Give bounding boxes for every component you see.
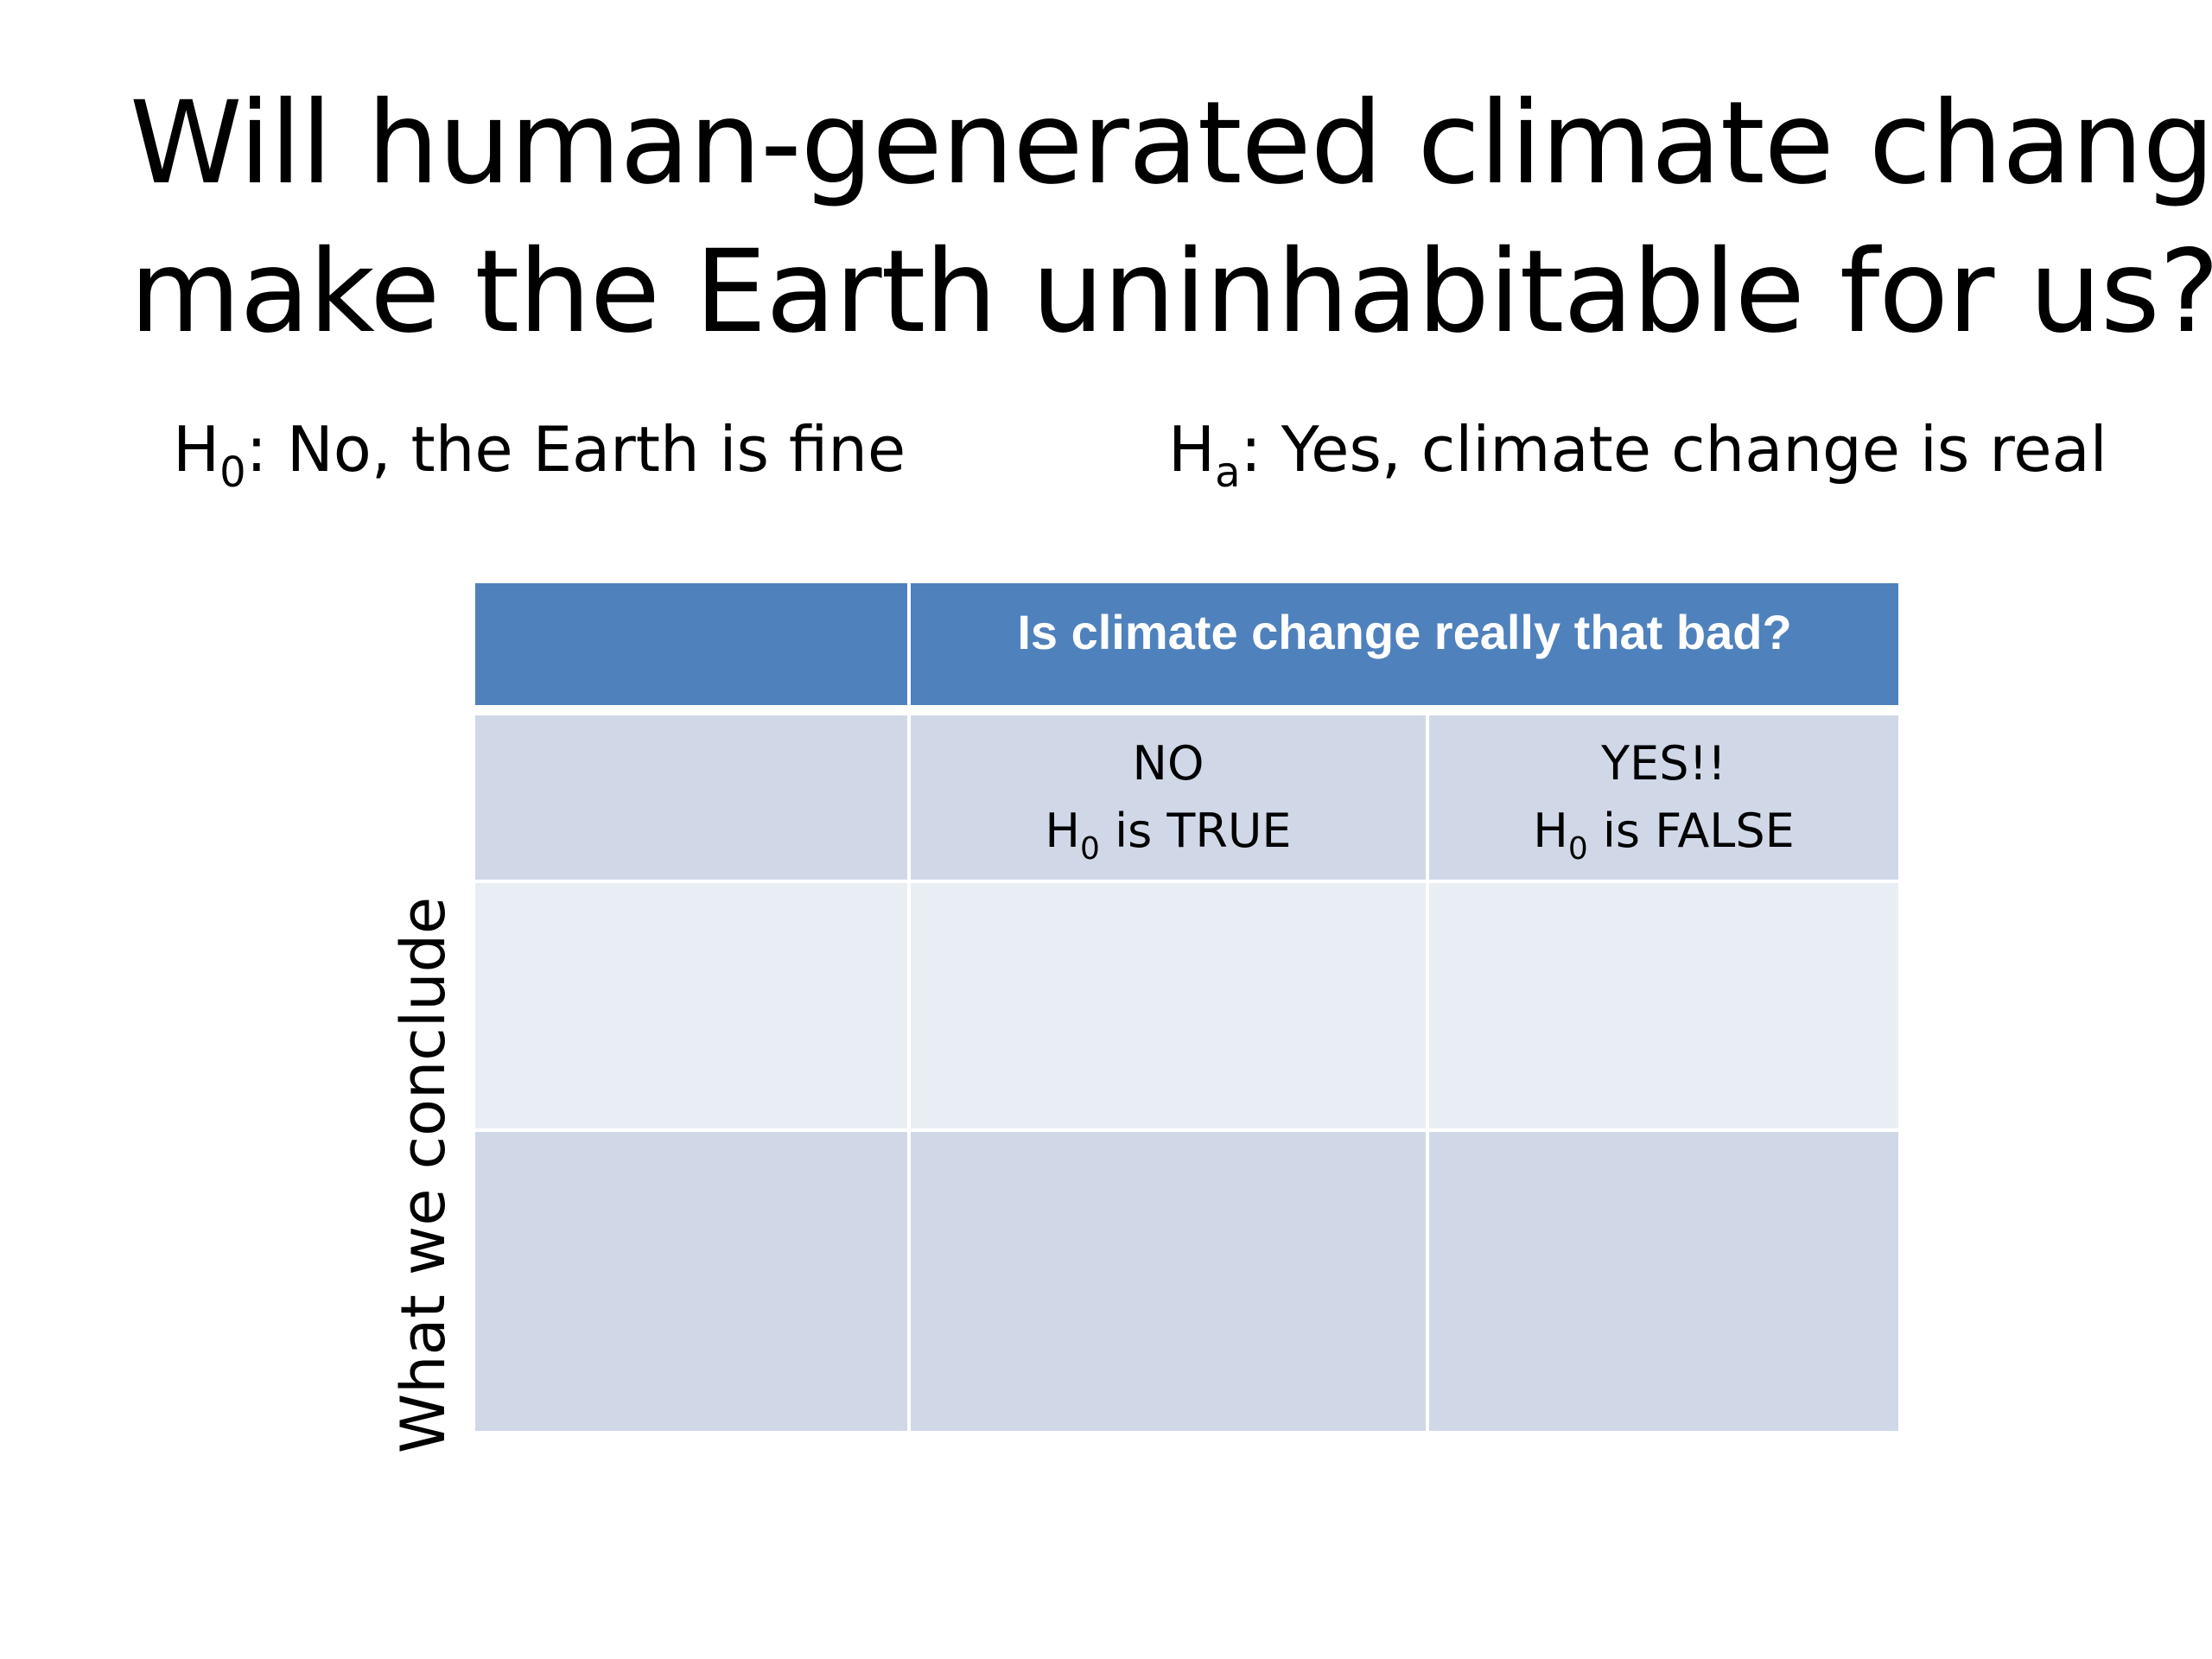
column-label-yes: YES!! H0 is FALSE [1426, 709, 1898, 881]
column-label-no-symbol: H [1045, 804, 1081, 858]
decision-table: Is climate change really that bad? NO H0… [475, 583, 1898, 1431]
alternative-hypothesis: Ha: Yes, climate change is real [1168, 406, 2107, 493]
null-hypothesis-symbol: H [173, 413, 220, 486]
column-label-yes-line-1: YES!! [1601, 736, 1726, 791]
column-label-yes-text: is FALSE [1587, 804, 1795, 858]
alternative-hypothesis-text: : Yes, climate change is real [1240, 413, 2107, 486]
column-label-yes-subscript: 0 [1567, 831, 1588, 867]
table-column-labels-row: NO H0 is TRUE YES!! H0 is FALSE [475, 709, 1898, 881]
table-header-row: Is climate change really that bad? [475, 583, 1898, 715]
table-corner-cell [475, 583, 909, 715]
column-label-no-subscript: 0 [1080, 831, 1100, 867]
table-header-cell: Is climate change really that bad? [907, 583, 1898, 715]
alternative-hypothesis-subscript: a [1215, 448, 1241, 497]
table-cell [1426, 1128, 1898, 1431]
table-cell [475, 880, 909, 1130]
column-label-no-line-1: NO [1132, 736, 1205, 791]
table-cell [907, 880, 1427, 1130]
table-row [475, 1128, 1898, 1431]
column-label-no-text: is TRUE [1099, 804, 1292, 858]
column-label-yes-symbol: H [1533, 804, 1568, 858]
slide-title-line-2: make the Earth uninhabitable for us? [130, 226, 2212, 359]
slide-title: Will human-generated climate change make… [130, 69, 2212, 366]
table-row [475, 880, 1898, 1130]
alternative-hypothesis-symbol: H [1168, 413, 1216, 486]
null-hypothesis: H0: No, the Earth is fine [173, 406, 906, 493]
side-label-text: What we conclude [388, 896, 459, 1454]
table-cell [1426, 880, 1898, 1130]
table-cell [907, 1128, 1427, 1431]
slide-title-line-1: Will human-generated climate change [130, 77, 2212, 210]
null-hypothesis-text: : No, the Earth is fine [245, 413, 906, 486]
table-cell [475, 1128, 909, 1431]
column-label-no: NO H0 is TRUE [907, 709, 1427, 881]
column-label-yes-line-2: H0 is FALSE [1429, 798, 1898, 865]
null-hypothesis-subscript: 0 [219, 448, 246, 497]
column-label-no-line-2: H0 is TRUE [911, 798, 1426, 865]
table-row-label-cell [475, 709, 909, 881]
